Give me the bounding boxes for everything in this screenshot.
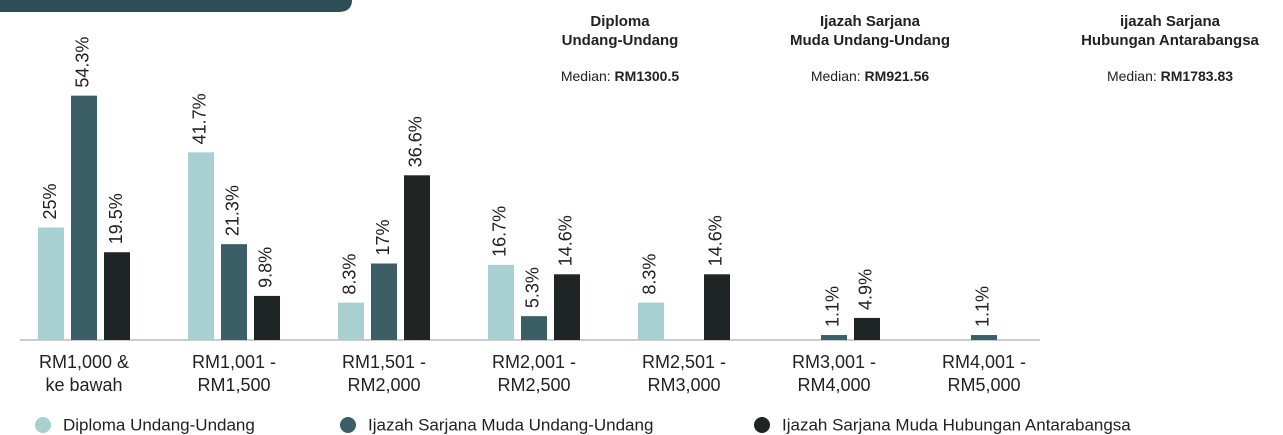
legend-label: Ijazah Sarjana Muda Undang-Undang bbox=[368, 415, 653, 434]
value-label: 25% bbox=[40, 183, 60, 219]
x-tick-label: RM2,000 bbox=[347, 375, 420, 395]
x-tick-label: RM2,501 - bbox=[642, 352, 726, 372]
bar bbox=[371, 263, 397, 340]
bar bbox=[188, 152, 214, 340]
value-label: 14.6% bbox=[706, 215, 726, 266]
x-tick-label: RM3,001 - bbox=[792, 352, 876, 372]
x-tick-label: RM4,001 - bbox=[942, 352, 1026, 372]
bar bbox=[104, 252, 130, 340]
annotation-title: Diploma bbox=[590, 13, 650, 30]
value-label: 21.3% bbox=[223, 185, 243, 236]
value-label: 36.6% bbox=[406, 116, 426, 167]
legend-label: Ijazah Sarjana Muda Hubungan Antarabangs… bbox=[782, 415, 1131, 434]
bar bbox=[854, 317, 880, 340]
legend-swatch bbox=[340, 417, 356, 433]
median-label: Median: bbox=[561, 68, 611, 84]
annotation-title: Muda Undang-Undang bbox=[790, 32, 950, 49]
x-tick-label: RM1,501 - bbox=[342, 352, 426, 372]
x-tick-label: RM1,000 & bbox=[39, 352, 129, 372]
median-label: Median: bbox=[811, 68, 861, 84]
annotation-title: Undang-Undang bbox=[562, 32, 679, 49]
value-label: 1.1% bbox=[973, 286, 993, 327]
bar bbox=[554, 274, 580, 340]
x-tick-label: RM2,500 bbox=[497, 375, 570, 395]
bar bbox=[521, 316, 547, 340]
annotation-title: ijazah Sarjana bbox=[1120, 13, 1221, 30]
legend-label: Diploma Undang-Undang bbox=[63, 415, 255, 434]
x-tick-label: RM5,000 bbox=[947, 375, 1020, 395]
median-value: RM1783.83 bbox=[1161, 68, 1234, 84]
median-value: RM921.56 bbox=[865, 68, 930, 84]
value-label: 8.3% bbox=[340, 254, 360, 295]
bar bbox=[38, 227, 64, 340]
header-tab bbox=[0, 0, 352, 12]
value-label: 1.1% bbox=[823, 286, 843, 327]
bar bbox=[821, 335, 847, 340]
x-tick-label: RM1,001 - bbox=[192, 352, 276, 372]
annotation-title: Hubungan Antarabangsa bbox=[1081, 32, 1259, 49]
x-tick-label: RM4,000 bbox=[797, 375, 870, 395]
value-label: 17% bbox=[373, 219, 393, 255]
x-tick-label: RM2,001 - bbox=[492, 352, 576, 372]
value-label: 41.7% bbox=[190, 93, 210, 144]
value-label: 8.3% bbox=[640, 254, 660, 295]
bar bbox=[704, 274, 730, 340]
value-label: 9.8% bbox=[256, 247, 276, 288]
annotation-median: Median: RM921.56 bbox=[811, 68, 930, 84]
bar bbox=[488, 264, 514, 340]
bar bbox=[221, 244, 247, 340]
median-value: RM1300.5 bbox=[615, 68, 680, 84]
bar bbox=[404, 175, 430, 340]
bar bbox=[71, 95, 97, 341]
value-label: 5.3% bbox=[523, 267, 543, 308]
annotation-median: Median: RM1783.83 bbox=[1107, 68, 1233, 84]
bar bbox=[971, 335, 997, 340]
value-label: 14.6% bbox=[556, 215, 576, 266]
legend-swatch bbox=[35, 417, 51, 433]
legend-swatch bbox=[754, 417, 770, 433]
annotation-median: Median: RM1300.5 bbox=[561, 68, 680, 84]
x-tick-label: RM1,500 bbox=[197, 375, 270, 395]
annotation-title: Ijazah Sarjana bbox=[820, 13, 921, 30]
value-label: 16.7% bbox=[490, 206, 510, 257]
x-tick-label: RM3,000 bbox=[647, 375, 720, 395]
value-label: 54.3% bbox=[73, 37, 93, 88]
value-label: 19.5% bbox=[106, 193, 126, 244]
bar bbox=[254, 295, 280, 340]
bar bbox=[638, 302, 664, 340]
median-label: Median: bbox=[1107, 68, 1157, 84]
x-tick-label: ke bawah bbox=[45, 375, 122, 395]
value-label: 4.9% bbox=[856, 269, 876, 310]
bar bbox=[338, 302, 364, 340]
